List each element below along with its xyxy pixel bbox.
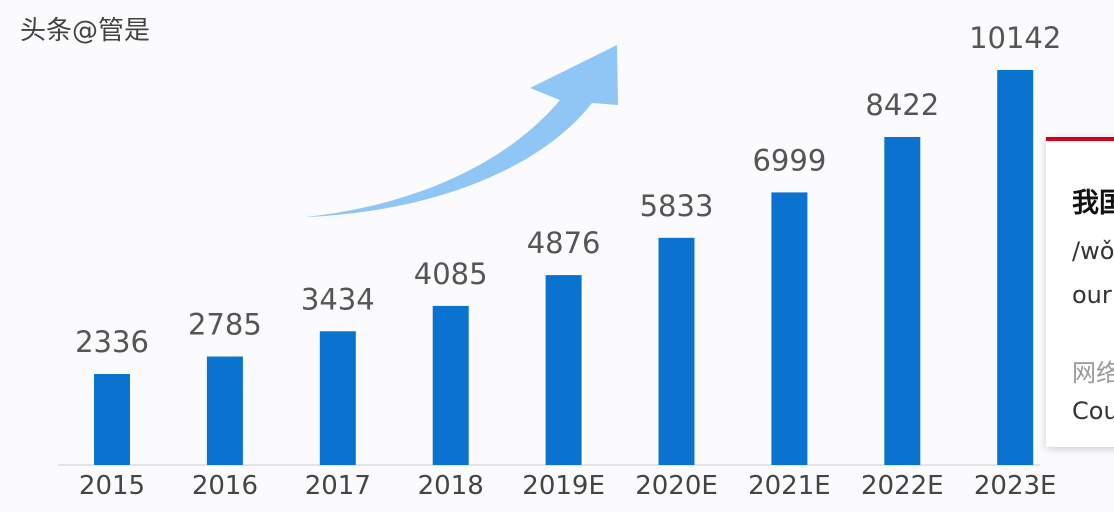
tick-label-2023E: 2023E <box>974 471 1057 501</box>
bar-2023E <box>997 70 1034 465</box>
bar-2020E <box>658 237 695 465</box>
data-label-2021E: 6999 <box>752 143 826 177</box>
tick-label-2017: 2017 <box>305 471 371 501</box>
popup-subtitle: 网络 <box>1072 359 1114 387</box>
bar-2021E <box>771 192 808 465</box>
tick-label-2019E: 2019E <box>522 471 605 501</box>
data-label-2015: 2336 <box>75 325 149 359</box>
data-label-2018: 4085 <box>414 257 488 291</box>
data-label-2020E: 5833 <box>640 189 714 223</box>
dictionary-popup[interactable]: 我国 /wǒ our 网络 Cou <box>1046 137 1114 447</box>
bar-2018 <box>432 305 469 465</box>
popup-translation-2: Cou <box>1072 397 1114 425</box>
bar-2022E <box>884 136 921 465</box>
tick-label-2015: 2015 <box>79 471 145 501</box>
bar-2015 <box>94 374 130 465</box>
popup-title: 我国 <box>1072 188 1114 219</box>
tick-label-2018: 2018 <box>418 471 484 501</box>
data-label-2016: 2785 <box>188 308 262 342</box>
popup-pinyin: /wǒ <box>1072 237 1114 265</box>
tick-label-2020E: 2020E <box>635 471 718 501</box>
data-label-2017: 3434 <box>301 282 375 316</box>
data-label-2019E: 4876 <box>527 226 601 260</box>
data-label-2022E: 8422 <box>865 88 939 122</box>
tick-label-2021E: 2021E <box>748 471 831 501</box>
bar-2019E <box>545 275 582 465</box>
tick-label-2022E: 2022E <box>861 471 944 501</box>
data-label-2023E: 10142 <box>969 21 1061 55</box>
bar-2017 <box>319 331 356 465</box>
tick-label-2016: 2016 <box>192 471 258 501</box>
growth-arrow <box>305 45 618 217</box>
bar-2016 <box>206 356 243 465</box>
watermark: 头条@管是 <box>20 16 151 46</box>
popup-translation: our <box>1072 281 1112 309</box>
